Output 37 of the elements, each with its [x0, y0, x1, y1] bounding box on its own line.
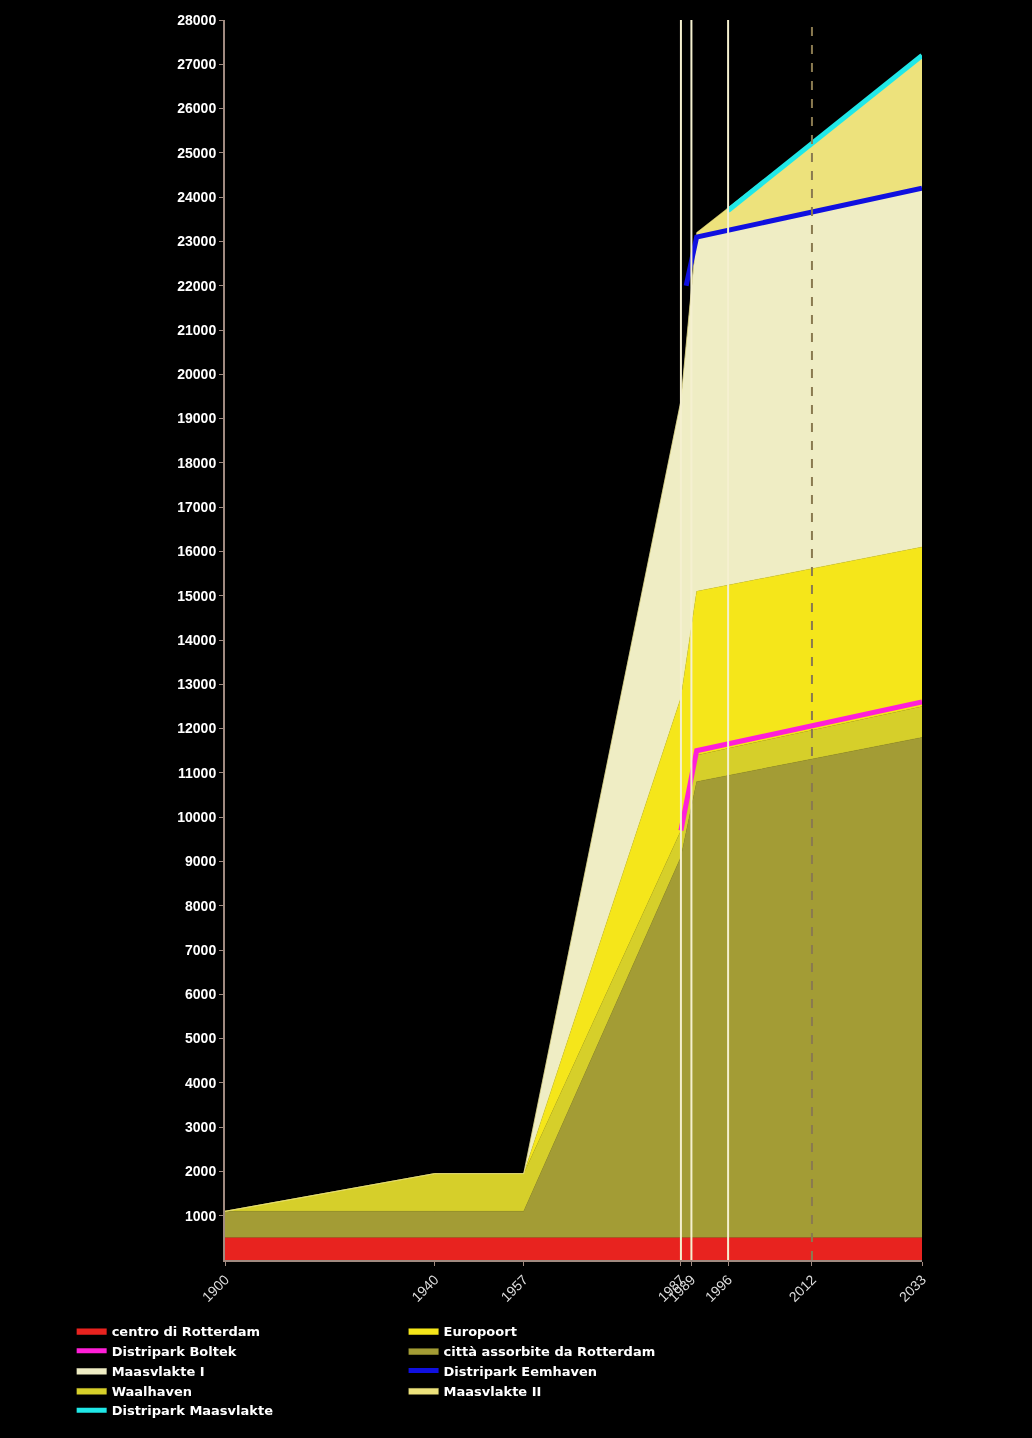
- y-tick-label: 24000: [177, 189, 217, 206]
- y-tick-label: 2000: [185, 1163, 217, 1180]
- y-tick-label: 15000: [177, 587, 217, 604]
- legend-label: centro di Rotterdam: [111, 1323, 261, 1339]
- legend-label: Maasvlakte II: [443, 1383, 542, 1399]
- y-tick-label: 6000: [185, 986, 217, 1003]
- legend-label: Distripark Eemhaven: [443, 1363, 598, 1379]
- y-tick-label: 20000: [177, 366, 217, 383]
- y-tick-label: 11000: [178, 764, 217, 781]
- legend-label: Waalhaven: [111, 1383, 193, 1399]
- y-tick-label: 17000: [177, 499, 217, 516]
- y-tick-label: 25000: [177, 144, 217, 161]
- legend-label: Maasvlakte I: [111, 1363, 205, 1379]
- y-tick-label: 8000: [185, 897, 217, 914]
- y-tick-label: 21000: [177, 321, 217, 338]
- y-tick-label: 3000: [185, 1119, 217, 1136]
- y-tick-label: 19000: [177, 410, 217, 427]
- y-tick-label: 22000: [177, 277, 217, 294]
- y-tick-label: 9000: [185, 853, 217, 870]
- y-tick-label: 23000: [177, 233, 217, 250]
- y-tick-label: 28000: [177, 11, 217, 28]
- y-tick-label: 10000: [177, 809, 217, 826]
- y-tick-label: 26000: [177, 100, 217, 117]
- y-tick-label: 4000: [185, 1074, 217, 1091]
- y-tick-label: 16000: [177, 543, 217, 560]
- y-tick-label: 18000: [177, 454, 217, 471]
- legend-label: Distripark Boltek: [111, 1343, 237, 1359]
- y-tick-label: 12000: [177, 720, 217, 737]
- legend-label: città assorbite da Rotterdam: [443, 1343, 656, 1359]
- y-tick-label: 27000: [177, 56, 217, 73]
- legend-label: Distripark Maasvlakte: [111, 1403, 274, 1419]
- legend-label: Europoort: [443, 1323, 517, 1339]
- y-tick-label: 1000: [185, 1207, 217, 1224]
- y-tick-label: 14000: [177, 631, 217, 648]
- y-tick-label: 7000: [185, 941, 217, 958]
- y-tick-label: 5000: [185, 1030, 217, 1047]
- y-tick-label: 13000: [177, 676, 217, 693]
